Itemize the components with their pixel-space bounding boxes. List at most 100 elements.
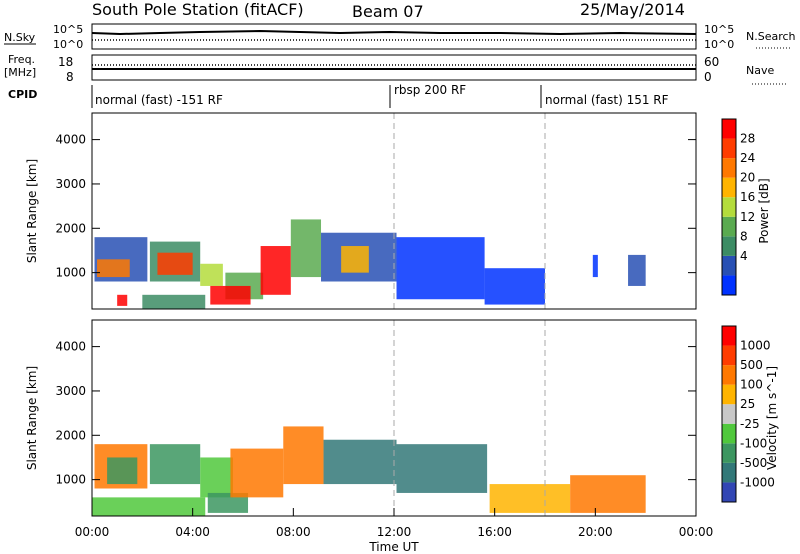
velocity-region-5 <box>230 448 284 498</box>
x-tick-label-6: 00:00 <box>679 525 714 539</box>
power-colorbar-swatch-2 <box>722 236 736 256</box>
x-tick-label-4: 16:00 <box>477 525 512 539</box>
velocity-colorbar-label-text: Velocity [m s^-1] <box>765 366 779 470</box>
power-colorbar-tick-6: 4 <box>740 249 748 263</box>
power-colorbar-swatch-1 <box>722 255 736 276</box>
velocity-ytick-label-1: 2000 <box>55 428 86 442</box>
power-colorbar-tick-3: 16 <box>740 190 755 204</box>
power-region-3 <box>157 252 193 275</box>
velocity-region-6 <box>283 426 324 485</box>
velocity-colorbar-swatch-0 <box>722 482 736 502</box>
velocity-colorbar-tick-2: 100 <box>740 378 763 392</box>
power-region-6 <box>210 285 251 305</box>
power-region-4 <box>200 263 223 286</box>
nave-tick-top: 60 <box>704 55 719 69</box>
power-region-16 <box>117 294 128 306</box>
velocity-colorbar-swatch-3 <box>722 423 736 444</box>
power-ytick-label-0: 1000 <box>55 266 86 280</box>
power-colorbar-label: Power [dB] <box>757 178 771 243</box>
power-region-13 <box>592 254 598 278</box>
velocity-region-10 <box>570 475 646 513</box>
velocity-y-axis-label: Slant Range [km] <box>25 366 39 470</box>
x-tick-label-1: 04:00 <box>175 525 210 539</box>
station-title: South Pole Station (fitACF) <box>92 0 304 19</box>
nsearch-tick-top: 10^5 <box>704 23 734 36</box>
nsky-tick-bottom: 10^0 <box>53 38 83 51</box>
velocity-region-2 <box>149 444 201 485</box>
freq-label-1: Freq. <box>8 53 35 66</box>
velocity-colorbar-swatch-2 <box>722 443 736 463</box>
power-region-15 <box>142 294 206 309</box>
velocity-colorbar-tick-6: -500 <box>740 456 767 470</box>
beam-title: Beam 07 <box>352 2 424 21</box>
power-colorbar-swatch-4 <box>722 197 736 217</box>
power-region-8 <box>290 219 322 278</box>
velocity-colorbar-tick-0: 1000 <box>740 339 771 353</box>
power-region-14 <box>628 254 646 286</box>
power-region-7 <box>260 246 291 295</box>
power-colorbar-swatch-0 <box>722 275 736 295</box>
freq-panel: Freq. [MHz] 18 8 Nave 60 0 <box>4 53 786 85</box>
power-colorbar-tick-0: 28 <box>740 132 755 146</box>
power-colorbar: 28 24 20 16 12 8 4 <box>721 118 755 296</box>
nsky-tick-top: 10^5 <box>53 23 83 36</box>
velocity-heatmap <box>92 320 646 516</box>
power-colorbar-swatch-8 <box>722 119 736 139</box>
x-axis-ticks: 00:00 04:00 08:00 12:00 16:00 20:00 00:00 <box>75 508 714 539</box>
nsearch-label: N.Search <box>746 30 796 43</box>
power-heatmap <box>94 113 646 309</box>
x-tick-label-5: 20:00 <box>578 525 613 539</box>
nsky-trace <box>91 29 697 36</box>
power-colorbar-swatch-5 <box>722 177 736 198</box>
cpid-segment-1: normal (fast) -151 RF <box>95 93 223 107</box>
x-axis-label: Time UT <box>368 540 419 554</box>
velocity-region-8 <box>396 444 488 493</box>
velocity-region-3 <box>200 457 233 498</box>
cpid-segment-2: rbsp 200 RF <box>394 83 466 97</box>
velocity-region-1 <box>107 457 138 485</box>
velocity-y-ticks: 1000 2000 3000 4000 <box>55 340 696 487</box>
power-region-11 <box>396 237 485 300</box>
velocity-panel: 1000 2000 3000 4000 Slant Range [km] 1000 50… <box>25 319 779 517</box>
velocity-colorbar-swatch-8 <box>722 326 736 346</box>
cpid-segment-3: normal (fast) 151 RF <box>545 93 669 107</box>
velocity-region-11 <box>92 497 206 516</box>
velocity-colorbar-swatch-4 <box>722 404 736 424</box>
nave-tick-bottom: 0 <box>704 70 712 84</box>
cpid-row: CPID normal (fast) -151 RF rbsp 200 RF n… <box>8 83 669 108</box>
velocity-ytick-label-0: 1000 <box>55 473 86 487</box>
velocity-colorbar-frame <box>721 325 737 503</box>
velocity-colorbar: 1000 500 100 25 -25 -100 -500 -1000 <box>721 325 775 503</box>
velocity-colorbar-tick-7: -1000 <box>740 475 775 489</box>
power-colorbar-frame <box>721 118 737 296</box>
power-colorbar-swatch-3 <box>722 216 736 237</box>
power-panel: 1000 2000 3000 4000 Slant Range [km] 28 24 20… <box>25 112 771 310</box>
date-title: 25/May/2014 <box>580 0 685 19</box>
freq-tick-top: 18 <box>58 55 73 69</box>
nsky-label: N.Sky <box>4 31 36 44</box>
power-region-10 <box>341 246 369 273</box>
velocity-colorbar-tick-5: -100 <box>740 436 767 450</box>
velocity-colorbar-tick-1: 500 <box>740 358 763 372</box>
power-colorbar-tick-1: 24 <box>740 151 755 165</box>
power-ytick-label-1: 2000 <box>55 221 86 235</box>
velocity-colorbar-tick-4: -25 <box>740 417 760 431</box>
power-ytick-label-2: 3000 <box>55 177 86 191</box>
power-colorbar-swatch-6 <box>722 158 736 178</box>
power-y-ticks: 1000 2000 3000 4000 <box>55 133 696 280</box>
velocity-colorbar-swatch-5 <box>722 384 736 405</box>
x-tick-label-0: 00:00 <box>75 525 110 539</box>
velocity-colorbar-swatch-6 <box>722 365 736 385</box>
power-colorbar-tick-2: 20 <box>740 171 755 185</box>
velocity-region-9 <box>489 484 571 513</box>
velocity-region-7 <box>323 439 397 485</box>
power-y-axis-label: Slant Range [km] <box>25 159 39 263</box>
velocity-ytick-label-3: 4000 <box>55 340 86 354</box>
velocity-ytick-label-2: 3000 <box>55 384 86 398</box>
velocity-colorbar-tick-3: 25 <box>740 397 755 411</box>
power-ytick-label-3: 4000 <box>55 133 86 147</box>
x-tick-label-3: 12:00 <box>377 525 412 539</box>
velocity-colorbar-label: Velocity [m s^-1] <box>765 366 779 470</box>
x-tick-label-2: 08:00 <box>276 525 311 539</box>
